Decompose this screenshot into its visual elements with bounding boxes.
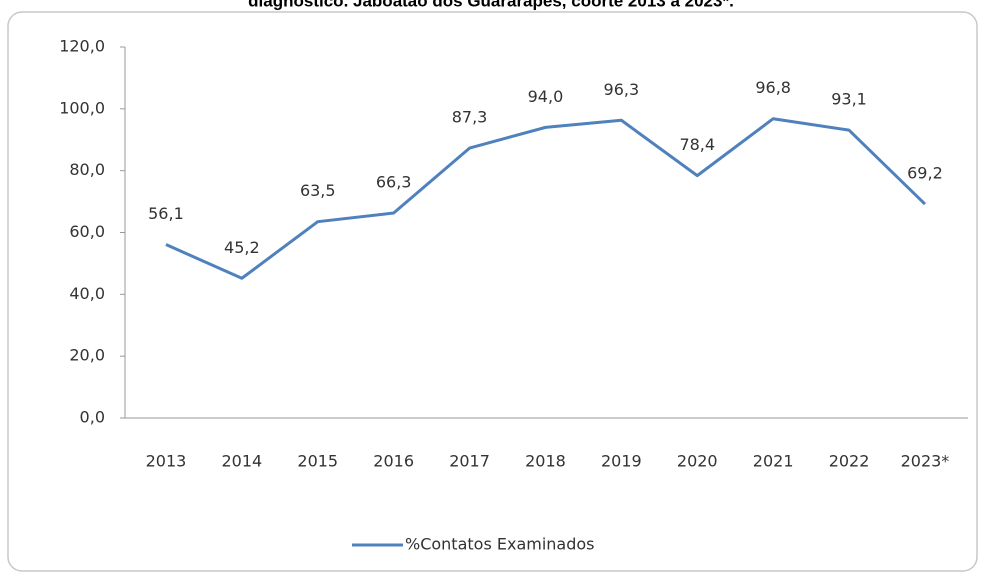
- x-tick-label: 2016: [373, 452, 414, 471]
- y-tick-label: 120,0: [59, 37, 105, 56]
- data-label: 78,4: [679, 135, 715, 154]
- x-tick-label: 2020: [677, 452, 718, 471]
- legend-label: %Contatos Examinados: [405, 535, 595, 554]
- x-tick-label: 2017: [449, 452, 490, 471]
- data-label: 63,5: [300, 181, 336, 200]
- data-label: 93,1: [831, 90, 867, 109]
- x-tick-label: 2023*: [901, 452, 950, 471]
- x-tick-label: 2013: [146, 452, 187, 471]
- data-label: 96,8: [755, 78, 791, 97]
- y-tick-label: 80,0: [69, 160, 105, 179]
- x-tick-label: 2021: [753, 452, 794, 471]
- data-label: 94,0: [528, 87, 564, 106]
- series-line: [165, 117, 926, 280]
- y-tick-label: 100,0: [59, 98, 105, 117]
- chart-title: diagnóstico. Jaboatão dos Guararapes, co…: [248, 0, 734, 10]
- data-label: 45,2: [224, 238, 260, 257]
- data-label: 87,3: [452, 108, 488, 127]
- y-tick-label: 60,0: [69, 222, 105, 241]
- y-tick-label: 0,0: [80, 408, 105, 427]
- chart-frame: [7, 11, 978, 572]
- y-tick-label: 20,0: [69, 346, 105, 365]
- data-label: 66,3: [376, 173, 412, 192]
- data-label: 96,3: [604, 80, 640, 99]
- x-tick-label: 2022: [829, 452, 870, 471]
- data-label: 69,2: [907, 164, 943, 183]
- x-tick-label: 2015: [297, 452, 338, 471]
- x-tick-label: 2019: [601, 452, 642, 471]
- x-tick-label: 2014: [221, 452, 262, 471]
- title-backdrop: [200, 0, 900, 10]
- data-label: 56,1: [148, 204, 184, 223]
- y-tick-label: 40,0: [69, 284, 105, 303]
- x-tick-label: 2018: [525, 452, 566, 471]
